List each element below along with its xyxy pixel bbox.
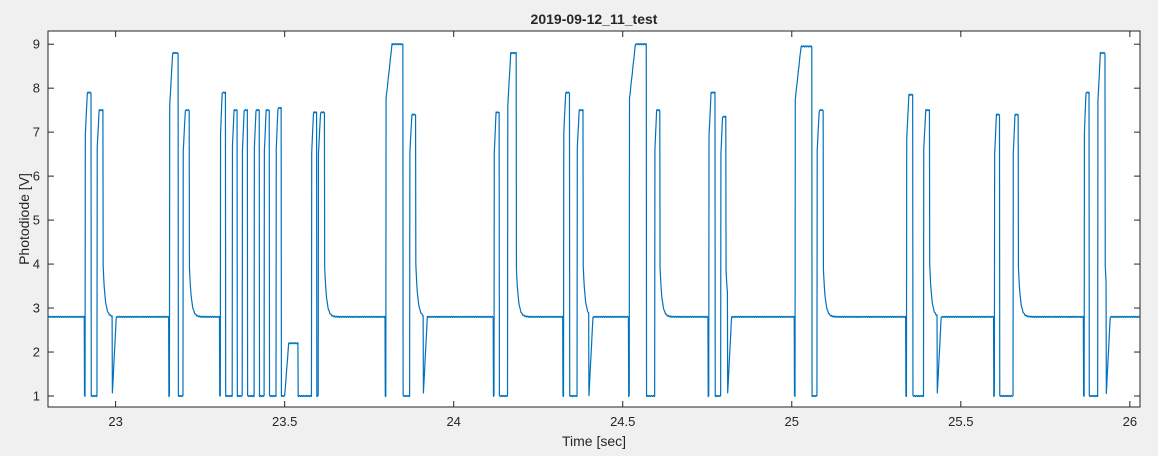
y-tick-label: 4: [33, 257, 40, 272]
x-axis-label: Time [sec]: [562, 433, 626, 449]
x-tick-label: 23: [108, 414, 122, 429]
x-axis-ticks: 23 23.5 24 24.5 25 25.5 26: [108, 31, 1137, 429]
y-tick-label: 6: [33, 169, 40, 184]
y-tick-label: 2: [33, 345, 40, 360]
y-tick-label: 8: [33, 81, 40, 96]
chart-title: 2019-09-12_11_test: [531, 11, 658, 27]
x-tick-label: 23.5: [272, 414, 297, 429]
y-tick-label: 5: [33, 213, 40, 228]
y-tick-label: 3: [33, 301, 40, 316]
y-tick-label: 7: [33, 125, 40, 140]
x-tick-label: 24.5: [610, 414, 635, 429]
y-axis-ticks: 1 2 3 4 5 6 7 8 9: [33, 37, 1140, 404]
plot-area: [47, 30, 1141, 408]
y-axis-label: Photodiode [V]: [16, 173, 32, 265]
series-line-photodiode: [47, 43, 1141, 398]
x-tick-label: 26: [1123, 414, 1137, 429]
x-tick-label: 24: [446, 414, 460, 429]
x-tick-label: 25: [785, 414, 799, 429]
y-tick-label: 9: [33, 37, 40, 52]
x-tick-label: 25.5: [948, 414, 973, 429]
y-tick-label: 1: [33, 389, 40, 404]
